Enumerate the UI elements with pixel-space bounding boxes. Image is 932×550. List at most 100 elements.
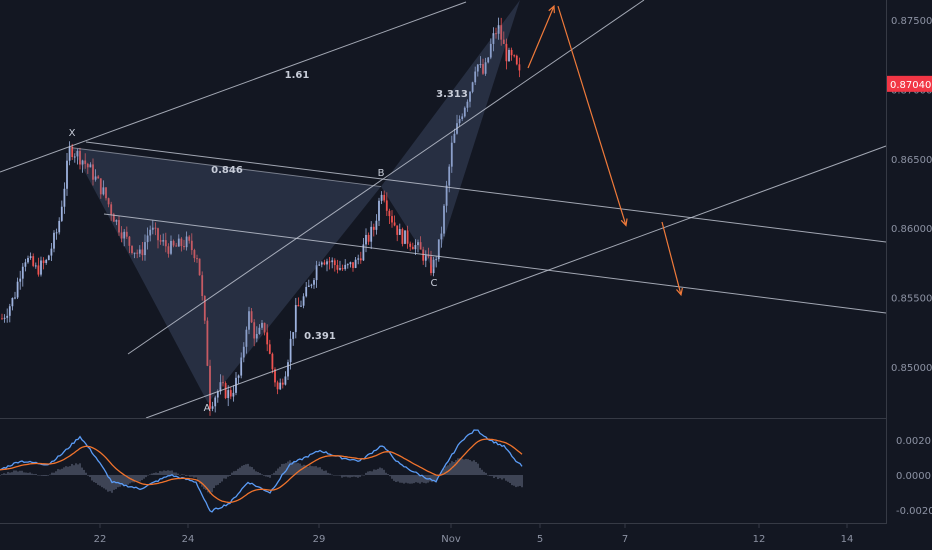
histogram-bar [249,466,251,475]
histogram-bar [477,463,479,475]
candle-body [222,382,224,384]
candle-body [440,233,443,240]
candle-body [84,160,87,164]
candle-body [250,311,253,323]
harmonic-pattern [71,0,520,404]
candle-body [3,317,6,319]
candle-body [102,187,105,195]
candle-body [123,231,126,239]
histogram-bar [213,475,215,488]
histogram-bar [89,475,91,478]
histogram-bar [359,475,361,477]
histogram-bar [135,475,137,481]
histogram-bar [501,475,503,480]
candle-body [409,243,412,247]
price-tick-label: 0.87500 [891,16,932,27]
histogram-bar [311,466,313,475]
time-tick-label: Nov [441,534,461,545]
histogram-bar [295,463,297,475]
histogram-bar [31,473,33,475]
candle-body [68,146,71,161]
pattern-point-label: A [204,403,211,414]
histogram-bar [247,463,249,475]
candle-body [136,252,139,254]
histogram-bar [145,475,147,478]
histogram-bar [361,474,363,476]
histogram-bar [125,475,127,484]
candle-body [63,188,66,207]
candle-body [107,198,110,205]
histogram-bar [81,467,83,475]
histogram-bar [111,475,113,493]
candle-body [81,160,84,165]
histogram-bar [13,470,15,475]
candle-body [167,246,170,254]
candle-body [60,206,63,221]
histogram-bar [43,475,45,477]
histogram-bar [441,471,443,475]
histogram-bar [25,472,27,475]
candle-body [328,261,331,263]
trendlines [0,0,887,419]
projection-arrow-head [620,218,628,227]
histogram-bar [435,475,437,482]
candle-body [484,62,487,74]
histogram-bar [95,475,97,483]
histogram-bar [11,472,13,475]
candle-body [211,406,214,409]
pattern-point-label: C [431,278,438,289]
macd-panel[interactable] [0,429,523,513]
trendline [85,141,887,243]
candle-body [320,262,323,265]
candle-body [458,119,461,124]
histogram-bar [239,467,241,475]
histogram-bar [223,475,225,479]
projection-arrow-line [527,5,555,69]
candle-body [466,101,469,108]
histogram-bar [277,468,279,475]
candle-body [219,382,222,392]
histogram-bar [155,472,157,475]
histogram-bar [365,472,367,475]
histogram-bar [399,475,401,483]
candle-body [385,200,388,211]
time-axis[interactable]: 22 24 29 Nov 5 7 12 14 [94,524,854,545]
time-tick-label: 24 [182,534,195,545]
histogram-bar [431,475,433,483]
histogram-bar [471,461,473,475]
candle-body [110,204,113,215]
candle-body [378,200,380,221]
histogram-bar [349,475,351,478]
candle-body [437,239,440,260]
price-tick-label: 0.85500 [891,294,932,305]
histogram-bar [73,465,75,475]
histogram-bar [181,474,183,475]
candle-body [417,242,419,246]
trendline [145,145,887,419]
candle-body [443,205,445,234]
histogram-bar [241,465,243,475]
price-panel[interactable]: X A B C 1.61 0.846 3.313 0.391 [0,0,887,419]
histogram-bar [445,466,447,475]
histogram-bar [377,468,379,475]
candle-body [89,164,92,168]
signal-line [0,438,523,504]
histogram-bar [343,475,345,477]
candle-body [99,178,102,195]
candle-body [482,64,484,74]
candle-body [500,25,503,40]
histogram-bar [485,472,487,475]
price-tick-label: 0.86000 [891,224,932,235]
candle-body [47,255,50,260]
histogram-bar [85,472,87,475]
candle-body [445,185,448,206]
candle-body [380,194,383,201]
histogram-bar [227,475,229,477]
histogram-bar [143,475,145,479]
histogram-bar [411,475,413,484]
candle-body [112,214,115,222]
histogram-bar [121,475,123,486]
candle-body [79,150,81,165]
candle-body [424,255,427,261]
macd-axis[interactable]: 0.0020 0.0000 -0.0020 [896,436,932,517]
